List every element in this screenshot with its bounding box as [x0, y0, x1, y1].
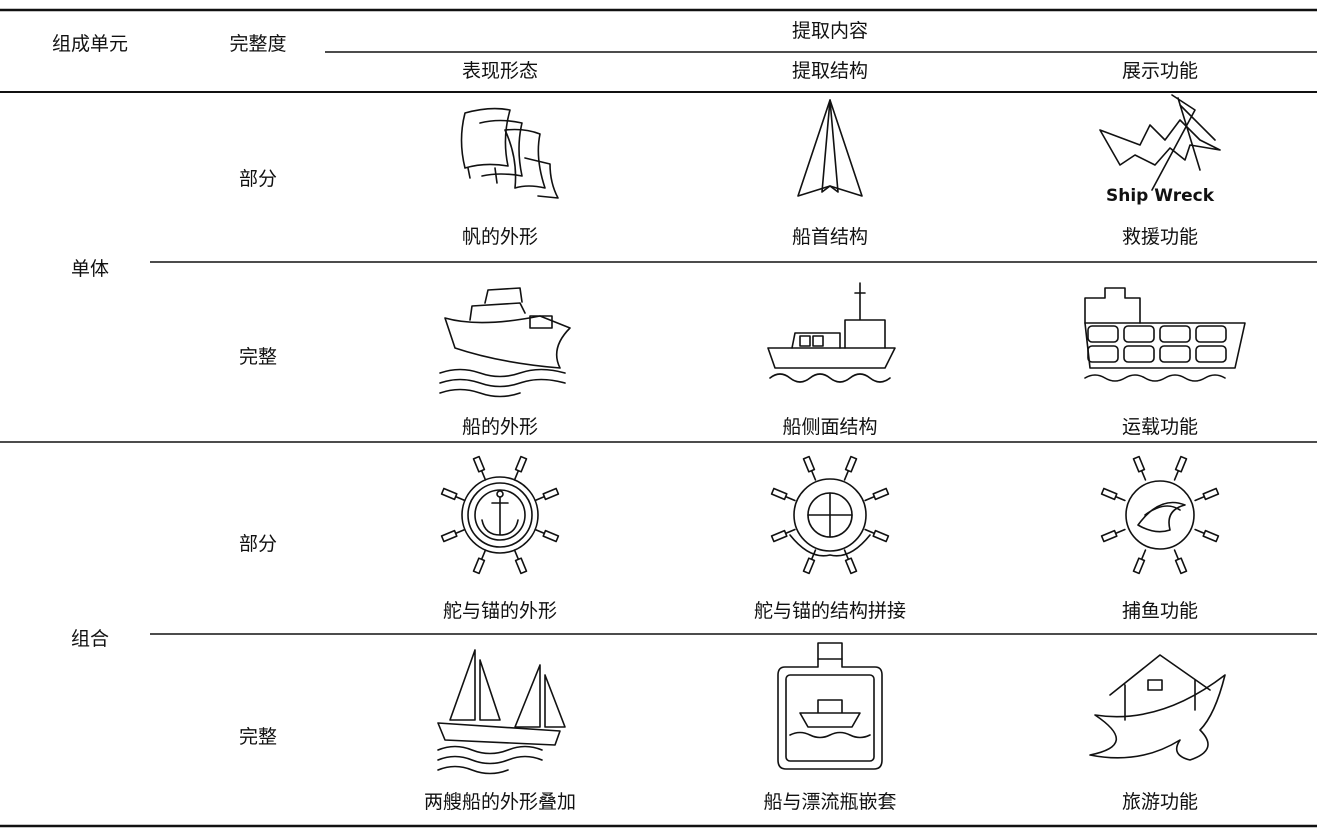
- icon-house-ship: [1089, 654, 1226, 761]
- wheel-spoke: [802, 455, 817, 481]
- wheel-spoke: [864, 487, 890, 502]
- completeness-label: 完整: [239, 726, 277, 748]
- wheel-spoke: [534, 528, 560, 543]
- cell-caption: 捕鱼功能: [1122, 600, 1198, 622]
- wheel-spoke: [534, 487, 560, 502]
- icon-wheel-structure: [770, 455, 890, 575]
- column-header: 组成单元: [52, 33, 128, 55]
- wheel-spoke: [843, 455, 858, 481]
- icon-ship: [439, 287, 571, 398]
- completeness-label: 完整: [239, 346, 277, 368]
- cell-caption: 船首结构: [792, 226, 868, 248]
- wheel-spoke: [864, 528, 890, 543]
- wheel-spoke: [513, 455, 528, 481]
- unit-label: 单体: [71, 258, 109, 280]
- icon-bow: [797, 99, 863, 197]
- wheel-spoke: [1194, 487, 1220, 502]
- completeness-label: 部分: [239, 533, 277, 555]
- wheel-spoke: [1100, 528, 1126, 543]
- icon-wheel-anchor: [440, 455, 560, 575]
- wheel-spoke: [440, 487, 466, 502]
- unit-label: 组合: [71, 628, 109, 650]
- wheel-spoke: [770, 487, 796, 502]
- icon-ferry: [1084, 287, 1246, 382]
- completeness-label: 部分: [239, 168, 277, 190]
- cell-caption: 旅游功能: [1122, 791, 1198, 813]
- cell-caption: 船侧面结构: [782, 416, 877, 438]
- subcolumn-header: 提取结构: [792, 60, 868, 82]
- wheel-spoke: [1173, 455, 1188, 481]
- wheel-spoke: [472, 549, 487, 575]
- subcolumn-header: 展示功能: [1122, 60, 1198, 82]
- column-header: 完整度: [229, 33, 286, 55]
- group-header: 提取内容: [792, 20, 868, 42]
- wheel-spoke: [472, 455, 487, 481]
- wheel-spoke: [770, 528, 796, 543]
- cell-caption: 运载功能: [1122, 416, 1198, 438]
- wheel-spoke: [1132, 455, 1147, 481]
- icon-two-sailboats: [437, 649, 566, 775]
- subcolumn-header: 表现形态: [462, 60, 538, 82]
- cell-caption: 两艘船的外形叠加: [424, 791, 576, 813]
- icon-bottle-ship: [777, 642, 883, 770]
- cell-caption: 舵与锚的结构拼接: [754, 600, 906, 622]
- cell-caption: 船的外形: [462, 416, 538, 438]
- wheel-spoke: [1132, 549, 1147, 575]
- wheel-spoke: [843, 549, 858, 575]
- icon-label: Ship Wreck: [1106, 186, 1215, 206]
- wheel-spoke: [1194, 528, 1220, 543]
- icon-shipwreck: [1099, 94, 1221, 191]
- wheel-spoke: [1100, 487, 1126, 502]
- wheel-spoke: [440, 528, 466, 543]
- icon-wheel-fish: [1100, 455, 1220, 575]
- wheel-spoke: [513, 549, 528, 575]
- cell-caption: 舵与锚的外形: [443, 600, 557, 622]
- cell-caption: 帆的外形: [462, 226, 538, 248]
- wheel-spoke: [1173, 549, 1188, 575]
- cell-caption: 救援功能: [1122, 226, 1198, 248]
- icon-side-ship: [767, 282, 896, 383]
- wheel-spoke: [802, 549, 817, 575]
- cell-caption: 船与漂流瓶嵌套: [763, 791, 896, 813]
- icon-sails: [460, 107, 559, 199]
